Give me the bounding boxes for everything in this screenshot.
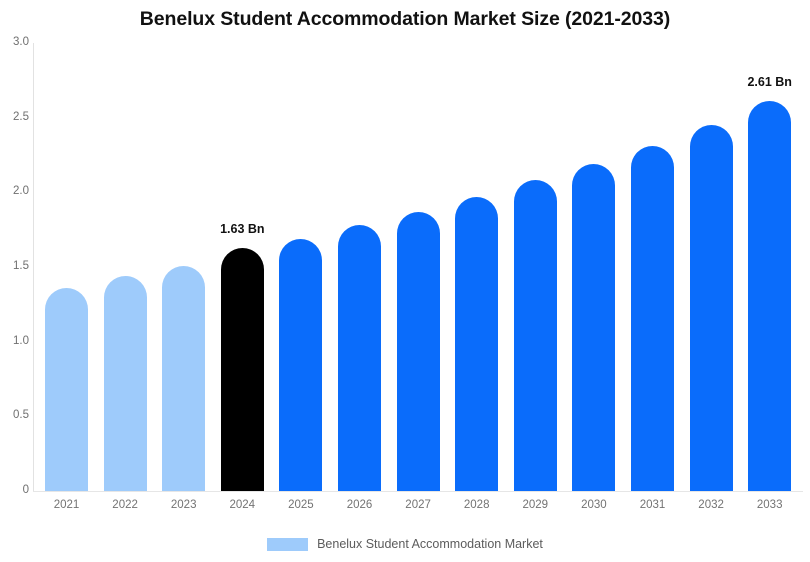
y-axis-tick-1-0: 1.0 (13, 334, 29, 347)
bar-2026[interactable] (338, 225, 381, 491)
y-axis-tick-2-0: 2.0 (13, 185, 29, 198)
legend-label-benelux-student-accommodation-market: Benelux Student Accommodation Market (317, 537, 543, 551)
y-axis-tick-0-5: 0.5 (13, 409, 29, 422)
x-axis-tick-2030: 2030 (581, 499, 607, 511)
bar-2022[interactable] (103, 275, 147, 491)
legend-swatch-benelux-student-accommodation-market (267, 537, 309, 551)
x-axis-line (33, 491, 803, 492)
bar-2023[interactable] (162, 265, 206, 491)
chart-title: Benelux Student Accommodation Market Siz… (139, 8, 671, 30)
value-label-2024: 1.63 Bn (220, 221, 265, 236)
bar-2032[interactable] (689, 125, 733, 491)
x-axis-tick-2023: 2023 (170, 499, 197, 511)
x-axis-tick-2027: 2027 (405, 499, 431, 511)
chart-legend: Benelux Student Accommodation Market (0, 537, 810, 551)
y-axis-tick-3-0: 3.0 (13, 36, 29, 48)
y-axis-tick-labels: 0 0.5 1.0 1.5 2.0 2.5 3.0 (0, 0, 29, 562)
bars-layer (0, 43, 810, 491)
x-axis-tick-2021: 2021 (53, 499, 80, 511)
y-axis-tick-0: 0 (22, 484, 29, 496)
bar-2025[interactable] (279, 238, 323, 491)
bar-2030[interactable] (572, 163, 616, 491)
x-axis-tick-2025: 2025 (288, 499, 314, 511)
bar-2028[interactable] (455, 196, 499, 491)
bar-2024[interactable] (220, 247, 264, 491)
bar-2021[interactable] (45, 287, 88, 491)
value-label-2033: 2.61 Bn (747, 75, 792, 90)
x-axis-tick-labels: 2021 2022 2023 2024 2025 2026 2027 2028 2029 2030… (0, 499, 810, 520)
x-axis-tick-2024: 2024 (229, 499, 256, 511)
bar-2027[interactable] (396, 211, 440, 491)
x-axis-tick-2026: 2026 (346, 499, 373, 511)
y-axis-tick-2-5: 2.5 (13, 110, 29, 123)
bar-2029[interactable] (513, 180, 557, 491)
bar-2033[interactable] (748, 101, 792, 491)
x-axis-tick-2033: 2033 (756, 499, 783, 511)
x-axis-tick-2032: 2032 (698, 499, 724, 511)
y-axis-tick-1-5: 1.5 (13, 260, 29, 272)
x-axis-tick-2029: 2029 (522, 499, 549, 511)
y-axis-line (33, 43, 34, 492)
bar-2031[interactable] (631, 146, 674, 491)
x-axis-tick-2028: 2028 (463, 499, 490, 511)
x-axis-tick-2031: 2031 (639, 499, 666, 511)
x-axis-tick-2022: 2022 (112, 499, 138, 511)
